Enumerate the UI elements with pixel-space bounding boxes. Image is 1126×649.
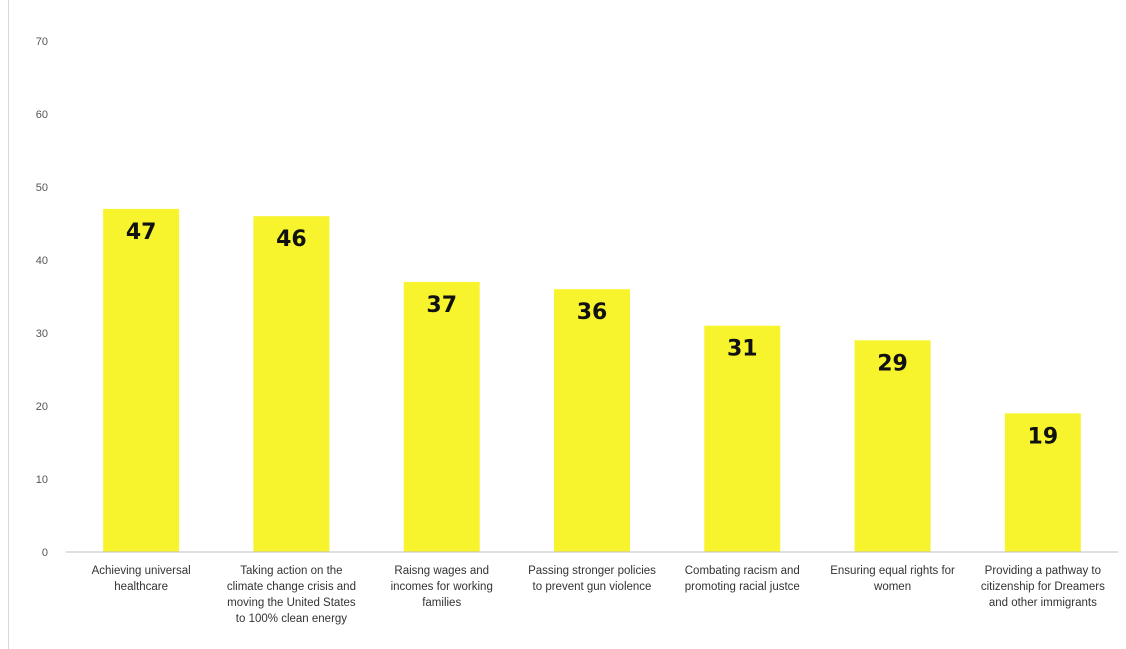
data-label: 46 <box>276 227 307 252</box>
bar <box>854 340 931 552</box>
y-tick-label: 50 <box>36 182 48 194</box>
bar <box>103 208 180 552</box>
y-tick-label: 60 <box>36 109 48 121</box>
x-category-label: Ensuring equal rights for women <box>830 565 955 593</box>
x-category-label: Passing stronger policies to prevent gun … <box>528 565 656 593</box>
y-tick-label: 70 <box>36 36 48 48</box>
x-category-label: Taking action on the climate change crisi… <box>227 565 356 625</box>
data-label: 31 <box>727 337 758 362</box>
x-category-label: Achieving universal healthcare <box>92 565 191 593</box>
bar <box>403 281 480 552</box>
x-category-label: Combating racism and promoting racial jus… <box>685 565 800 593</box>
bar <box>704 325 781 552</box>
data-label: 29 <box>877 351 908 376</box>
data-label: 37 <box>426 293 457 318</box>
y-tick-label: 20 <box>36 401 48 413</box>
y-tick-label: 10 <box>36 474 48 486</box>
bars <box>103 208 1081 552</box>
data-labels: 47 46 37 36 31 29 19 <box>126 220 1058 449</box>
bar <box>1004 413 1081 552</box>
data-label: 47 <box>126 220 157 245</box>
y-tick-label: 30 <box>36 328 48 340</box>
x-category-label: Raisng wages and incomes for working famil… <box>391 565 493 609</box>
data-label: 36 <box>577 300 608 325</box>
y-tick-label: 0 <box>42 547 48 559</box>
left-frame-line <box>8 0 9 649</box>
y-axis: 0 10 20 30 40 50 60 70 <box>36 36 48 559</box>
bar <box>253 216 330 552</box>
data-label: 19 <box>1028 424 1059 449</box>
x-category-label: Providing a pathway to citizenship for Dr… <box>981 565 1105 609</box>
y-tick-label: 40 <box>36 255 48 267</box>
x-axis-category-labels: Achieving universal healthcare Taking acti… <box>92 565 1106 625</box>
bar <box>554 289 630 552</box>
